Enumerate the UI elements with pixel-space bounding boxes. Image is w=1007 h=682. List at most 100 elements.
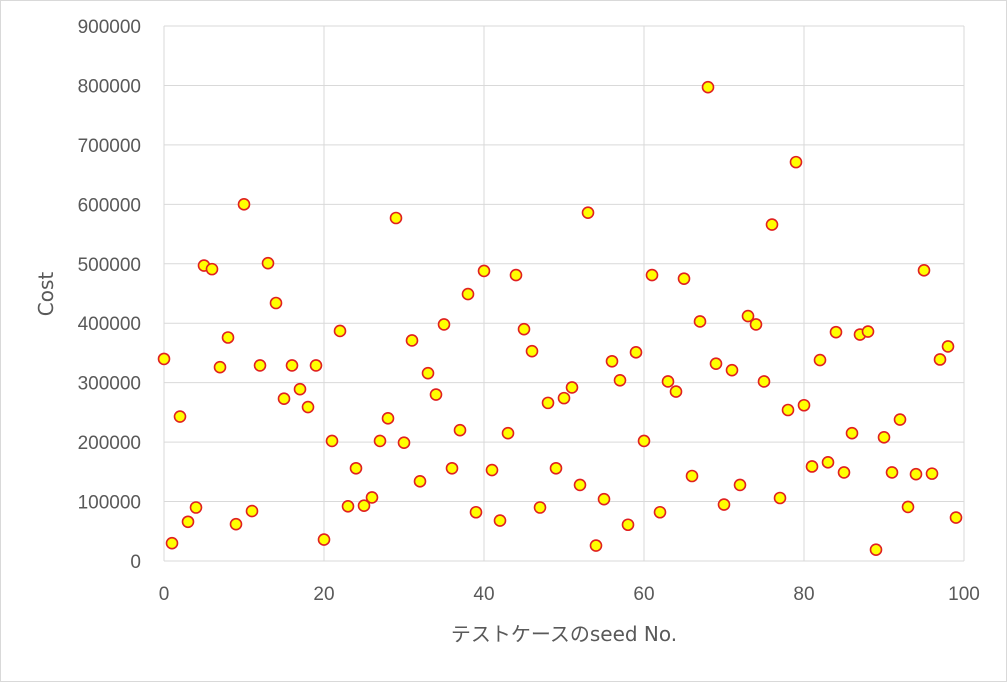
data-point	[389, 211, 403, 225]
data-point	[901, 500, 915, 514]
data-point	[253, 359, 267, 372]
data-point	[269, 296, 283, 310]
data-point	[749, 318, 763, 331]
x-axis-title: テストケースのseed No.	[451, 622, 677, 646]
data-point	[341, 500, 355, 513]
data-point	[949, 511, 963, 524]
data-point	[445, 461, 459, 475]
data-point	[837, 466, 851, 479]
data-point	[517, 322, 531, 336]
x-tick-label: 80	[793, 584, 814, 605]
y-tick-label: 500000	[78, 255, 141, 276]
data-point	[885, 466, 899, 479]
data-point	[413, 475, 427, 488]
x-tick-label: 20	[313, 584, 334, 605]
data-point	[797, 398, 811, 412]
data-point	[525, 344, 539, 358]
y-tick-label: 800000	[78, 76, 141, 97]
data-point	[789, 155, 803, 169]
data-point	[765, 218, 779, 231]
data-point	[933, 353, 947, 366]
data-point	[381, 412, 395, 425]
data-point	[173, 410, 187, 423]
y-tick-label: 100000	[78, 493, 141, 514]
data-point	[429, 388, 443, 401]
data-point	[317, 533, 331, 546]
data-point	[845, 426, 859, 440]
data-point	[181, 515, 195, 529]
data-point	[869, 543, 883, 557]
data-point	[861, 325, 875, 338]
data-point	[293, 382, 307, 396]
y-tick-label: 0	[130, 552, 141, 573]
data-point	[557, 391, 571, 405]
data-point	[645, 268, 659, 282]
data-point	[813, 353, 827, 367]
data-point	[589, 539, 603, 552]
data-point	[709, 357, 723, 370]
y-tick-label: 900000	[78, 17, 141, 38]
data-point	[629, 346, 643, 359]
data-point	[301, 400, 315, 414]
data-point	[581, 206, 595, 219]
data-point	[637, 434, 651, 448]
data-point	[549, 461, 563, 475]
data-point	[501, 426, 515, 440]
data-point	[309, 359, 323, 372]
data-point	[613, 373, 627, 387]
data-point	[773, 491, 787, 505]
data-point	[357, 499, 371, 513]
data-point	[757, 375, 771, 388]
data-point	[221, 331, 235, 344]
data-point	[573, 478, 587, 492]
data-point	[941, 340, 955, 353]
x-tick-label: 40	[473, 584, 494, 605]
data-point	[925, 467, 939, 480]
data-point	[229, 517, 243, 531]
y-tick-label: 700000	[78, 136, 141, 157]
data-point	[741, 309, 755, 323]
data-point	[189, 501, 203, 514]
data-point	[701, 80, 715, 94]
data-point	[477, 264, 491, 278]
data-point	[733, 478, 747, 492]
data-point	[213, 360, 227, 374]
data-point	[781, 403, 795, 417]
data-point	[693, 315, 707, 328]
data-point	[373, 434, 387, 448]
data-point	[677, 272, 691, 285]
data-point	[893, 413, 907, 426]
data-point	[277, 392, 291, 406]
data-point	[493, 514, 507, 527]
data-point	[533, 501, 547, 514]
y-tick-label: 400000	[78, 314, 141, 335]
data-point	[453, 423, 467, 437]
grid	[163, 25, 965, 562]
data-point	[285, 359, 299, 372]
data-point	[725, 363, 739, 377]
data-point	[909, 467, 923, 481]
x-tick-label: 0	[159, 584, 170, 605]
y-axis-title: Cost	[34, 272, 58, 317]
data-point	[605, 354, 619, 368]
data-point	[717, 498, 731, 511]
y-tick-label: 300000	[78, 374, 141, 395]
data-point	[805, 460, 819, 473]
data-point	[461, 287, 475, 301]
data-point	[917, 264, 931, 277]
data-point	[237, 198, 251, 211]
data-point	[653, 505, 667, 519]
data-point	[597, 492, 611, 506]
y-tick-label: 200000	[78, 433, 141, 454]
data-point	[829, 325, 843, 339]
data-point	[485, 463, 499, 477]
data-point	[365, 491, 379, 504]
data-point	[437, 318, 451, 331]
data-point	[509, 268, 523, 282]
y-tick-label: 600000	[78, 195, 141, 216]
data-point	[685, 469, 699, 483]
data-point	[565, 381, 579, 394]
data-point	[821, 456, 835, 469]
